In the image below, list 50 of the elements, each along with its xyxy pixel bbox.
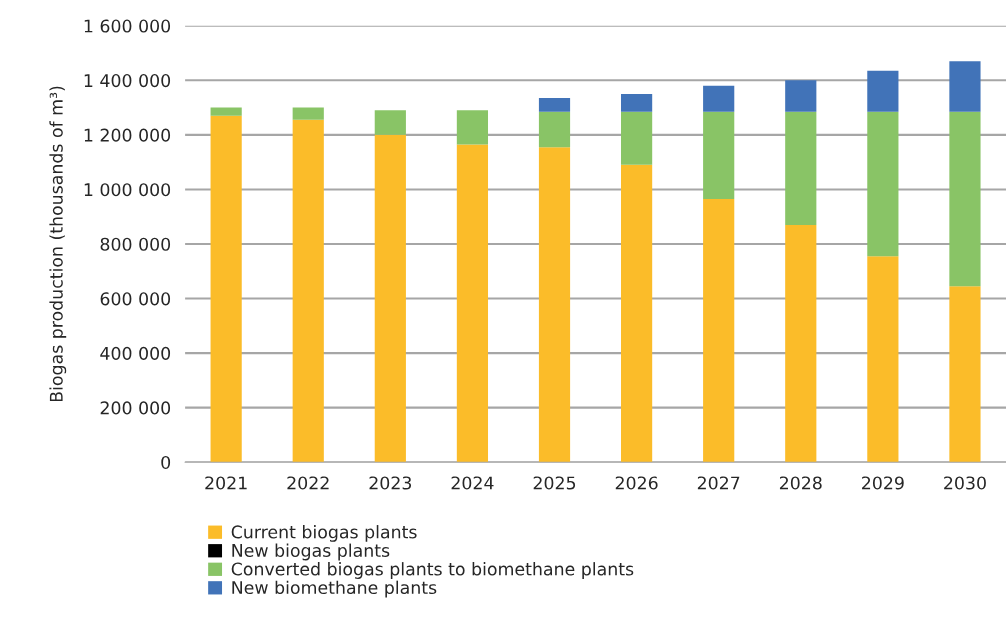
bar [538,147,571,463]
x-tick-label: 2026 [615,476,658,490]
bar [703,198,735,463]
bar [538,98,571,112]
bar [538,111,571,148]
y-tick-label: 1 000 000 [84,183,171,197]
y-tick-label: 400 000 [100,346,171,360]
bar [785,224,817,463]
bar [703,111,735,199]
bar [374,110,406,135]
bar [621,111,653,165]
bar [292,119,324,463]
x-tick-label: 2030 [944,476,986,490]
y-axis-title: Biogas production (thousands of m³) [49,86,67,402]
legend-label: New biomethane plants [232,580,437,598]
bar [949,111,981,287]
y-tick-label: 1 600 000 [84,19,171,33]
x-tick-label: 2022 [287,476,329,490]
y-tick-label: 600 000 [100,292,171,306]
bar [456,144,489,463]
bar [949,61,981,112]
bar [621,164,653,463]
x-tick-label: 2025 [533,476,576,490]
y-tick-label: 1 400 000 [84,74,171,88]
bar [374,134,406,463]
x-tick-label: 2023 [369,476,412,490]
bar [949,286,981,463]
legend-label: Current biogas plants [231,525,417,542]
y-tick-label: 0 [161,455,171,470]
bar [785,80,817,112]
bar [785,111,817,225]
bar [867,70,899,112]
y-tick-label: 200 000 [100,401,171,415]
bar [456,110,489,145]
x-tick-label: 2024 [451,476,494,490]
legend-label: Converted biogas plants to biomethane plants [231,562,634,579]
bar [867,256,899,463]
y-tick-label: 1 200 000 [84,128,171,142]
x-tick-label: 2029 [862,476,904,490]
bar [292,107,324,120]
bar [210,115,242,463]
bar [867,111,899,257]
x-tick-label: 2021 [205,476,247,490]
legend-label: New biogas plants [232,543,390,561]
x-tick-label: 2027 [697,476,740,490]
x-tick-label: 2028 [779,476,822,490]
bar [621,93,653,112]
bar [703,85,735,112]
bar [210,107,242,116]
y-tick-label: 800 000 [100,237,171,251]
